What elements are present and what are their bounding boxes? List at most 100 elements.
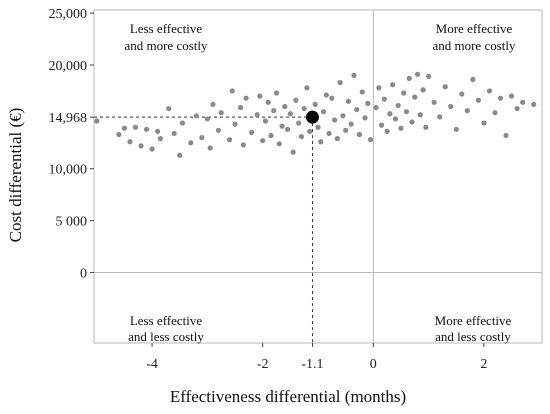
data-point bbox=[508, 93, 515, 99]
data-point bbox=[464, 108, 470, 114]
data-point bbox=[127, 139, 133, 145]
data-point bbox=[229, 88, 235, 94]
data-point bbox=[323, 92, 329, 98]
data-point bbox=[301, 105, 307, 112]
data-point bbox=[326, 130, 332, 137]
data-point bbox=[354, 106, 360, 113]
data-point bbox=[121, 125, 128, 131]
data-point bbox=[398, 125, 404, 131]
data-point bbox=[356, 131, 363, 138]
data-point bbox=[406, 75, 412, 82]
data-point bbox=[249, 129, 255, 136]
data-point bbox=[337, 80, 343, 86]
y-tick-label: 14,968 bbox=[49, 111, 88, 126]
plot-frame bbox=[93, 9, 543, 344]
data-point bbox=[94, 118, 100, 124]
data-point bbox=[296, 120, 302, 126]
data-point bbox=[138, 143, 144, 149]
y-tick-labels: 25,000 20,000 14,968 10,000 5 000 0 bbox=[49, 7, 94, 281]
y-tick-label: 25,000 bbox=[49, 7, 88, 22]
data-point bbox=[417, 112, 423, 118]
data-point bbox=[268, 132, 274, 139]
data-point bbox=[166, 105, 172, 112]
data-point bbox=[243, 95, 249, 101]
data-point bbox=[442, 84, 448, 90]
data-point bbox=[351, 72, 357, 78]
data-point bbox=[423, 124, 429, 130]
data-point bbox=[177, 152, 183, 158]
data-point bbox=[282, 103, 288, 110]
data-point bbox=[387, 111, 393, 117]
data-point bbox=[395, 102, 401, 109]
data-point bbox=[470, 76, 476, 83]
data-point bbox=[365, 100, 371, 106]
data-point bbox=[379, 122, 385, 128]
quadrant-label-top-left-line1: Less effective bbox=[130, 21, 203, 36]
data-point bbox=[262, 118, 269, 124]
x-tick-label: 0 bbox=[370, 357, 377, 372]
x-tick-labels: -4 -2 -1.1 0 2 bbox=[146, 343, 487, 372]
mean-point bbox=[305, 110, 319, 124]
data-point bbox=[384, 128, 390, 134]
x-axis-title: Effectiveness differential (months) bbox=[170, 387, 406, 406]
quadrant-label-bottom-left-line1: Less effective bbox=[130, 313, 203, 328]
data-point bbox=[254, 112, 260, 118]
data-point bbox=[381, 96, 387, 102]
y-tick-label: 0 bbox=[80, 266, 87, 281]
y-tick-label: 5 000 bbox=[56, 215, 88, 230]
data-point bbox=[329, 95, 335, 101]
data-point bbox=[318, 139, 324, 145]
x-tick-label: 2 bbox=[480, 357, 487, 372]
data-point bbox=[531, 101, 537, 108]
quadrant-label-bottom-right-line1: More effective bbox=[435, 313, 512, 328]
quadrant-label-bottom-right-line2: and less costly bbox=[435, 329, 511, 344]
data-point bbox=[331, 117, 338, 123]
data-point bbox=[426, 73, 432, 79]
data-point bbox=[315, 124, 321, 130]
data-point bbox=[304, 85, 310, 91]
data-point bbox=[199, 134, 205, 141]
data-point bbox=[520, 99, 526, 105]
data-point bbox=[279, 123, 285, 129]
x-tick-label: -2 bbox=[257, 357, 269, 372]
data-point bbox=[290, 149, 296, 155]
data-point bbox=[403, 109, 410, 115]
data-point bbox=[414, 71, 421, 77]
data-point bbox=[193, 113, 199, 119]
data-point bbox=[240, 142, 246, 148]
data-point bbox=[431, 99, 437, 105]
data-point bbox=[260, 138, 266, 144]
data-point bbox=[179, 120, 186, 126]
data-point bbox=[320, 109, 327, 115]
scatter-points bbox=[94, 71, 537, 158]
data-point bbox=[376, 85, 382, 91]
data-point bbox=[409, 119, 415, 125]
data-point bbox=[171, 130, 177, 137]
data-point bbox=[204, 116, 210, 122]
data-point bbox=[298, 133, 305, 140]
data-point bbox=[392, 116, 399, 122]
data-point bbox=[437, 114, 443, 120]
data-point bbox=[453, 126, 459, 132]
data-point bbox=[503, 132, 509, 139]
y-tick-label: 20,000 bbox=[49, 59, 88, 74]
data-point bbox=[232, 121, 238, 127]
data-point bbox=[345, 98, 352, 104]
data-point bbox=[475, 97, 481, 103]
quadrant-label-bottom-left-line2: and less costly bbox=[128, 329, 204, 344]
data-point bbox=[265, 99, 271, 105]
data-point bbox=[207, 145, 213, 151]
data-point bbox=[420, 87, 426, 93]
data-point bbox=[481, 120, 487, 126]
data-point bbox=[218, 110, 224, 116]
data-point bbox=[188, 140, 194, 146]
data-point bbox=[459, 91, 465, 97]
data-point bbox=[312, 101, 318, 108]
data-point bbox=[307, 128, 313, 134]
data-point bbox=[155, 128, 161, 134]
data-point bbox=[210, 101, 216, 108]
data-point bbox=[143, 126, 150, 132]
x-tick-label: -4 bbox=[146, 357, 158, 372]
data-point bbox=[215, 127, 222, 133]
